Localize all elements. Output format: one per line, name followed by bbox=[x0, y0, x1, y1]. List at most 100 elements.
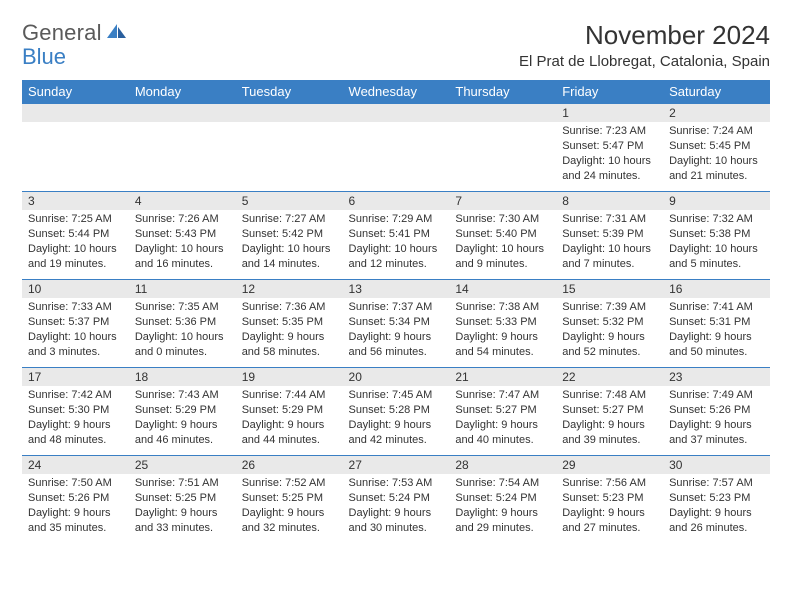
daylight-text: Daylight: 9 hours and 40 minutes. bbox=[455, 418, 550, 448]
calendar-day-cell: 3Sunrise: 7:25 AMSunset: 5:44 PMDaylight… bbox=[22, 191, 129, 279]
day-body: Sunrise: 7:49 AMSunset: 5:26 PMDaylight:… bbox=[663, 386, 770, 453]
day-number bbox=[449, 104, 556, 122]
calendar-week-row: 1Sunrise: 7:23 AMSunset: 5:47 PMDaylight… bbox=[22, 103, 770, 191]
day-number: 21 bbox=[449, 368, 556, 386]
day-body: Sunrise: 7:32 AMSunset: 5:38 PMDaylight:… bbox=[663, 210, 770, 277]
day-body: Sunrise: 7:47 AMSunset: 5:27 PMDaylight:… bbox=[449, 386, 556, 453]
calendar-day-cell: 28Sunrise: 7:54 AMSunset: 5:24 PMDayligh… bbox=[449, 455, 556, 543]
calendar-day-cell: 2Sunrise: 7:24 AMSunset: 5:45 PMDaylight… bbox=[663, 103, 770, 191]
day-body: Sunrise: 7:25 AMSunset: 5:44 PMDaylight:… bbox=[22, 210, 129, 277]
calendar-day-cell bbox=[22, 103, 129, 191]
day-number: 9 bbox=[663, 192, 770, 210]
sunset-text: Sunset: 5:26 PM bbox=[28, 491, 123, 506]
day-number bbox=[236, 104, 343, 122]
calendar-week-row: 10Sunrise: 7:33 AMSunset: 5:37 PMDayligh… bbox=[22, 279, 770, 367]
calendar-week-row: 3Sunrise: 7:25 AMSunset: 5:44 PMDaylight… bbox=[22, 191, 770, 279]
day-number: 26 bbox=[236, 456, 343, 474]
calendar-day-cell: 9Sunrise: 7:32 AMSunset: 5:38 PMDaylight… bbox=[663, 191, 770, 279]
day-cell-inner: 4Sunrise: 7:26 AMSunset: 5:43 PMDaylight… bbox=[129, 191, 236, 279]
day-body: Sunrise: 7:27 AMSunset: 5:42 PMDaylight:… bbox=[236, 210, 343, 277]
day-cell-inner bbox=[343, 103, 450, 191]
day-cell-inner: 3Sunrise: 7:25 AMSunset: 5:44 PMDaylight… bbox=[22, 191, 129, 279]
sunset-text: Sunset: 5:31 PM bbox=[669, 315, 764, 330]
calendar-table: SundayMondayTuesdayWednesdayThursdayFrid… bbox=[22, 80, 770, 543]
day-cell-inner: 2Sunrise: 7:24 AMSunset: 5:45 PMDaylight… bbox=[663, 103, 770, 191]
day-body: Sunrise: 7:50 AMSunset: 5:26 PMDaylight:… bbox=[22, 474, 129, 541]
day-cell-inner: 9Sunrise: 7:32 AMSunset: 5:38 PMDaylight… bbox=[663, 191, 770, 279]
sunrise-text: Sunrise: 7:38 AM bbox=[455, 300, 550, 315]
calendar-body: 1Sunrise: 7:23 AMSunset: 5:47 PMDaylight… bbox=[22, 103, 770, 543]
day-cell-inner: 5Sunrise: 7:27 AMSunset: 5:42 PMDaylight… bbox=[236, 191, 343, 279]
calendar-day-cell: 15Sunrise: 7:39 AMSunset: 5:32 PMDayligh… bbox=[556, 279, 663, 367]
sunset-text: Sunset: 5:30 PM bbox=[28, 403, 123, 418]
sunset-text: Sunset: 5:32 PM bbox=[562, 315, 657, 330]
sunset-text: Sunset: 5:38 PM bbox=[669, 227, 764, 242]
day-body: Sunrise: 7:57 AMSunset: 5:23 PMDaylight:… bbox=[663, 474, 770, 541]
sunrise-text: Sunrise: 7:23 AM bbox=[562, 124, 657, 139]
day-number: 20 bbox=[343, 368, 450, 386]
calendar-day-cell: 26Sunrise: 7:52 AMSunset: 5:25 PMDayligh… bbox=[236, 455, 343, 543]
day-cell-inner: 15Sunrise: 7:39 AMSunset: 5:32 PMDayligh… bbox=[556, 279, 663, 367]
day-number: 17 bbox=[22, 368, 129, 386]
sunset-text: Sunset: 5:26 PM bbox=[669, 403, 764, 418]
calendar-week-row: 17Sunrise: 7:42 AMSunset: 5:30 PMDayligh… bbox=[22, 367, 770, 455]
day-cell-inner bbox=[22, 103, 129, 191]
weekday-header: Friday bbox=[556, 80, 663, 103]
day-body: Sunrise: 7:38 AMSunset: 5:33 PMDaylight:… bbox=[449, 298, 556, 365]
calendar-day-cell: 23Sunrise: 7:49 AMSunset: 5:26 PMDayligh… bbox=[663, 367, 770, 455]
day-cell-inner: 21Sunrise: 7:47 AMSunset: 5:27 PMDayligh… bbox=[449, 367, 556, 455]
day-number: 25 bbox=[129, 456, 236, 474]
day-cell-inner: 13Sunrise: 7:37 AMSunset: 5:34 PMDayligh… bbox=[343, 279, 450, 367]
daylight-text: Daylight: 9 hours and 42 minutes. bbox=[349, 418, 444, 448]
daylight-text: Daylight: 9 hours and 29 minutes. bbox=[455, 506, 550, 536]
day-number: 18 bbox=[129, 368, 236, 386]
sunrise-text: Sunrise: 7:50 AM bbox=[28, 476, 123, 491]
sunset-text: Sunset: 5:40 PM bbox=[455, 227, 550, 242]
sunset-text: Sunset: 5:23 PM bbox=[669, 491, 764, 506]
sunrise-text: Sunrise: 7:27 AM bbox=[242, 212, 337, 227]
calendar-page: General November 2024 El Prat de Llobreg… bbox=[0, 0, 792, 563]
day-body: Sunrise: 7:48 AMSunset: 5:27 PMDaylight:… bbox=[556, 386, 663, 453]
calendar-day-cell bbox=[236, 103, 343, 191]
day-body: Sunrise: 7:54 AMSunset: 5:24 PMDaylight:… bbox=[449, 474, 556, 541]
calendar-day-cell: 18Sunrise: 7:43 AMSunset: 5:29 PMDayligh… bbox=[129, 367, 236, 455]
day-body: Sunrise: 7:30 AMSunset: 5:40 PMDaylight:… bbox=[449, 210, 556, 277]
sunrise-text: Sunrise: 7:24 AM bbox=[669, 124, 764, 139]
sunrise-text: Sunrise: 7:26 AM bbox=[135, 212, 230, 227]
day-cell-inner: 23Sunrise: 7:49 AMSunset: 5:26 PMDayligh… bbox=[663, 367, 770, 455]
calendar-day-cell: 30Sunrise: 7:57 AMSunset: 5:23 PMDayligh… bbox=[663, 455, 770, 543]
day-body: Sunrise: 7:44 AMSunset: 5:29 PMDaylight:… bbox=[236, 386, 343, 453]
daylight-text: Daylight: 10 hours and 12 minutes. bbox=[349, 242, 444, 272]
sunrise-text: Sunrise: 7:51 AM bbox=[135, 476, 230, 491]
day-number: 2 bbox=[663, 104, 770, 122]
calendar-day-cell: 7Sunrise: 7:30 AMSunset: 5:40 PMDaylight… bbox=[449, 191, 556, 279]
day-cell-inner bbox=[236, 103, 343, 191]
day-number: 10 bbox=[22, 280, 129, 298]
calendar-day-cell bbox=[129, 103, 236, 191]
day-number bbox=[22, 104, 129, 122]
day-number: 8 bbox=[556, 192, 663, 210]
day-number: 15 bbox=[556, 280, 663, 298]
day-number bbox=[129, 104, 236, 122]
day-cell-inner: 26Sunrise: 7:52 AMSunset: 5:25 PMDayligh… bbox=[236, 455, 343, 543]
sunset-text: Sunset: 5:39 PM bbox=[562, 227, 657, 242]
sunrise-text: Sunrise: 7:56 AM bbox=[562, 476, 657, 491]
sunrise-text: Sunrise: 7:53 AM bbox=[349, 476, 444, 491]
day-body: Sunrise: 7:53 AMSunset: 5:24 PMDaylight:… bbox=[343, 474, 450, 541]
calendar-day-cell: 5Sunrise: 7:27 AMSunset: 5:42 PMDaylight… bbox=[236, 191, 343, 279]
sunset-text: Sunset: 5:28 PM bbox=[349, 403, 444, 418]
daylight-text: Daylight: 10 hours and 24 minutes. bbox=[562, 154, 657, 184]
sunset-text: Sunset: 5:25 PM bbox=[242, 491, 337, 506]
calendar-day-cell: 13Sunrise: 7:37 AMSunset: 5:34 PMDayligh… bbox=[343, 279, 450, 367]
day-number: 4 bbox=[129, 192, 236, 210]
logo-text-blue: Blue bbox=[22, 44, 66, 70]
sunrise-text: Sunrise: 7:33 AM bbox=[28, 300, 123, 315]
daylight-text: Daylight: 9 hours and 44 minutes. bbox=[242, 418, 337, 448]
daylight-text: Daylight: 9 hours and 30 minutes. bbox=[349, 506, 444, 536]
calendar-day-cell: 1Sunrise: 7:23 AMSunset: 5:47 PMDaylight… bbox=[556, 103, 663, 191]
day-number: 30 bbox=[663, 456, 770, 474]
sunset-text: Sunset: 5:41 PM bbox=[349, 227, 444, 242]
day-cell-inner: 27Sunrise: 7:53 AMSunset: 5:24 PMDayligh… bbox=[343, 455, 450, 543]
day-cell-inner: 11Sunrise: 7:35 AMSunset: 5:36 PMDayligh… bbox=[129, 279, 236, 367]
sunset-text: Sunset: 5:34 PM bbox=[349, 315, 444, 330]
